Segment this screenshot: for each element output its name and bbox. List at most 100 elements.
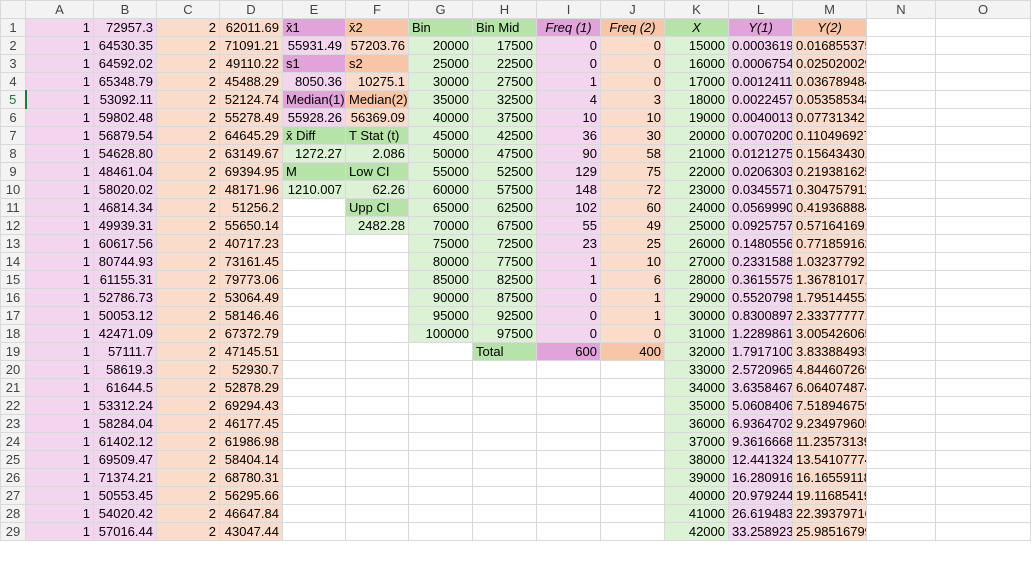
cell-h4[interactable]: 27500 <box>472 72 537 91</box>
cell-i23[interactable] <box>536 414 601 433</box>
cell-g15[interactable]: 85000 <box>408 270 473 289</box>
cell-c6[interactable]: 2 <box>156 108 220 127</box>
row-header[interactable]: 5 <box>0 90 27 109</box>
cell-n5[interactable] <box>866 90 936 109</box>
cell-o29[interactable] <box>935 522 1031 541</box>
cell-d5[interactable]: 52124.74 <box>219 90 283 109</box>
cell-e8[interactable]: 1272.27 <box>282 144 346 163</box>
cell-m19[interactable]: 3.833884935 <box>792 342 867 361</box>
cell-o27[interactable] <box>935 486 1031 505</box>
row-header[interactable]: 29 <box>0 522 26 541</box>
cell-f29[interactable] <box>345 522 409 541</box>
cell-a9[interactable]: 1 <box>25 162 94 181</box>
cell-a22[interactable]: 1 <box>25 396 94 415</box>
cell-k21[interactable]: 34000 <box>664 378 729 397</box>
cell-h18[interactable]: 97500 <box>472 324 537 343</box>
cell-f18[interactable] <box>345 324 409 343</box>
cell-g16[interactable]: 90000 <box>408 288 473 307</box>
cell-i19[interactable]: 600 <box>536 342 601 361</box>
cell-b29[interactable]: 57016.44 <box>93 522 157 541</box>
row-header[interactable]: 14 <box>0 252 26 271</box>
row-header[interactable]: 9 <box>0 162 26 181</box>
cell-f23[interactable] <box>345 414 409 433</box>
cell-i24[interactable] <box>536 432 601 451</box>
cell-n7[interactable] <box>866 126 936 145</box>
row-header[interactable]: 1 <box>0 18 26 37</box>
row-header[interactable]: 24 <box>0 432 26 451</box>
cell-n24[interactable] <box>866 432 936 451</box>
cell-e1[interactable]: x̄1 <box>282 18 346 37</box>
cell-j23[interactable] <box>600 414 665 433</box>
cell-i26[interactable] <box>536 468 601 487</box>
cell-c28[interactable]: 2 <box>156 504 220 523</box>
cell-c16[interactable]: 2 <box>156 288 220 307</box>
cell-k23[interactable]: 36000 <box>664 414 729 433</box>
cell-k29[interactable]: 42000 <box>664 522 729 541</box>
cell-m1[interactable]: Y(2) <box>792 18 867 37</box>
cell-j12[interactable]: 49 <box>600 216 665 235</box>
cell-l21[interactable]: 3.63584675 <box>728 378 793 397</box>
cell-m13[interactable]: 0.771859162 <box>792 234 867 253</box>
cell-e21[interactable] <box>282 378 346 397</box>
cell-l8[interactable]: 0.01212754 <box>728 144 793 163</box>
row-header[interactable]: 26 <box>0 468 26 487</box>
cell-o4[interactable] <box>935 72 1031 91</box>
cell-d6[interactable]: 55278.49 <box>219 108 283 127</box>
cell-g21[interactable] <box>408 378 473 397</box>
column-header-d[interactable]: D <box>219 0 283 19</box>
cell-m4[interactable]: 0.036789484 <box>792 72 867 91</box>
cell-e17[interactable] <box>282 306 346 325</box>
cell-j26[interactable] <box>600 468 665 487</box>
cell-f20[interactable] <box>345 360 409 379</box>
cell-f3[interactable]: s2 <box>345 54 409 73</box>
cell-j7[interactable]: 30 <box>600 126 665 145</box>
cell-l3[interactable]: 0.00067544 <box>728 54 793 73</box>
cell-n15[interactable] <box>866 270 936 289</box>
cell-i28[interactable] <box>536 504 601 523</box>
cell-n18[interactable] <box>866 324 936 343</box>
cell-b7[interactable]: 56879.54 <box>93 126 157 145</box>
cell-i5[interactable]: 4 <box>536 90 601 109</box>
cell-m2[interactable]: 0.016855375 <box>792 36 867 55</box>
cell-k20[interactable]: 33000 <box>664 360 729 379</box>
cell-f10[interactable]: 62.26 <box>345 180 409 199</box>
cell-b20[interactable]: 58619.3 <box>93 360 157 379</box>
cell-j29[interactable] <box>600 522 665 541</box>
column-header-a[interactable]: A <box>25 0 94 19</box>
cell-e16[interactable] <box>282 288 346 307</box>
cell-d13[interactable]: 40717.23 <box>219 234 283 253</box>
cell-n29[interactable] <box>866 522 936 541</box>
cell-n3[interactable] <box>866 54 936 73</box>
cell-l15[interactable]: 0.36155758 <box>728 270 793 289</box>
cell-a13[interactable]: 1 <box>25 234 94 253</box>
cell-j14[interactable]: 10 <box>600 252 665 271</box>
cell-m5[interactable]: 0.053585348 <box>792 90 867 109</box>
cell-i14[interactable]: 1 <box>536 252 601 271</box>
cell-e6[interactable]: 55928.26 <box>282 108 346 127</box>
cell-b18[interactable]: 42471.09 <box>93 324 157 343</box>
cell-g22[interactable] <box>408 396 473 415</box>
cell-n2[interactable] <box>866 36 936 55</box>
cell-k9[interactable]: 22000 <box>664 162 729 181</box>
cell-f11[interactable]: Upp CI <box>345 198 409 217</box>
cell-c13[interactable]: 2 <box>156 234 220 253</box>
cell-n1[interactable] <box>866 18 936 37</box>
cell-j15[interactable]: 6 <box>600 270 665 289</box>
cell-b19[interactable]: 57111.7 <box>93 342 157 361</box>
cell-e26[interactable] <box>282 468 346 487</box>
cell-h12[interactable]: 67500 <box>472 216 537 235</box>
row-header[interactable]: 19 <box>0 342 26 361</box>
cell-o12[interactable] <box>935 216 1031 235</box>
cell-k16[interactable]: 29000 <box>664 288 729 307</box>
cell-h23[interactable] <box>472 414 537 433</box>
cell-m29[interactable]: 25.98516799 <box>792 522 867 541</box>
cell-m20[interactable]: 4.844607269 <box>792 360 867 379</box>
cell-k7[interactable]: 20000 <box>664 126 729 145</box>
cell-m6[interactable]: 0.077313421 <box>792 108 867 127</box>
cell-h15[interactable]: 82500 <box>472 270 537 289</box>
cell-k4[interactable]: 17000 <box>664 72 729 91</box>
cell-b12[interactable]: 49939.31 <box>93 216 157 235</box>
cell-i25[interactable] <box>536 450 601 469</box>
cell-g6[interactable]: 40000 <box>408 108 473 127</box>
cell-i8[interactable]: 90 <box>536 144 601 163</box>
